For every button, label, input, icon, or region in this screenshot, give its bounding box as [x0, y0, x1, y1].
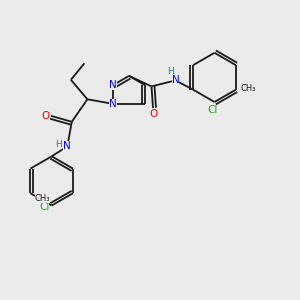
- Text: N: N: [109, 99, 117, 109]
- Text: CH₃: CH₃: [241, 84, 256, 93]
- Text: N: N: [172, 75, 179, 85]
- Text: O: O: [149, 109, 157, 119]
- Text: H: H: [55, 140, 62, 149]
- Text: N: N: [63, 141, 71, 152]
- Text: CH₃: CH₃: [34, 194, 50, 203]
- Text: Cl: Cl: [39, 202, 50, 212]
- Text: N: N: [109, 80, 117, 90]
- Text: H: H: [168, 68, 174, 76]
- Text: O: O: [41, 111, 50, 121]
- Text: Cl: Cl: [208, 105, 218, 116]
